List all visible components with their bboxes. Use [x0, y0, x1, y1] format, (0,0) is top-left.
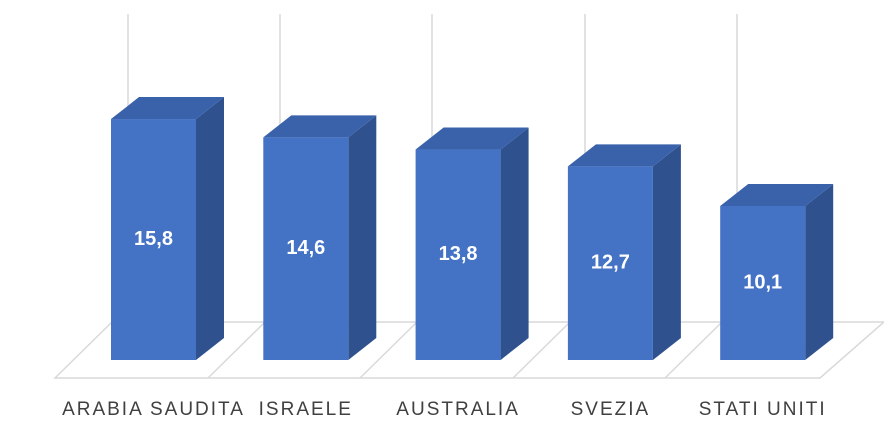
- value-label: 13,8: [439, 243, 478, 265]
- floor-line: [207, 321, 266, 379]
- bar-top: [415, 127, 529, 150]
- bar: [415, 127, 529, 360]
- floor-outline: [53, 321, 884, 379]
- value-label: 12,7: [591, 251, 630, 273]
- bar-top: [263, 115, 377, 138]
- x-tick-label: AUSTRALIA: [396, 399, 520, 420]
- value-label: 10,1: [743, 271, 782, 293]
- bar-front: [567, 166, 653, 360]
- value-label: 14,6: [286, 237, 325, 259]
- x-tick-label: ARABIA SAUDITA: [62, 399, 245, 420]
- x-tick-label: ISRAELE: [259, 399, 353, 420]
- floor-line: [664, 321, 723, 379]
- bar-side: [805, 183, 834, 360]
- bar-top: [720, 183, 834, 206]
- bar-front: [720, 205, 806, 360]
- bar-side: [500, 127, 529, 360]
- bar-top: [111, 97, 224, 120]
- bar: [111, 97, 224, 361]
- x-tick-label: STATI UNITI: [699, 399, 827, 420]
- bar-top: [567, 144, 681, 167]
- bar-front: [263, 137, 349, 360]
- bar-front: [111, 119, 196, 360]
- bar: [720, 183, 834, 360]
- bar-side: [652, 144, 681, 360]
- bar-side: [348, 115, 377, 360]
- floor: [53, 321, 884, 379]
- floor-line: [359, 321, 418, 379]
- x-tick-label: SVEZIA: [571, 399, 651, 420]
- bar-front: [415, 149, 501, 360]
- floor-line: [512, 321, 571, 379]
- bar: [567, 144, 681, 360]
- value-label: 15,8: [134, 228, 173, 250]
- bar: [263, 115, 377, 360]
- bar-side: [196, 97, 224, 361]
